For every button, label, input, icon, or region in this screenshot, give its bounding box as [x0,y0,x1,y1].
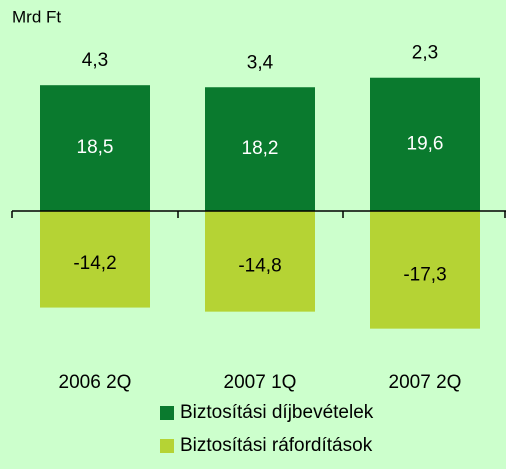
legend-label: Biztosítási ráfordítások [180,435,373,456]
value-label: 18,5 [77,137,114,158]
legend-label: Biztosítási díjbevételek [180,402,374,423]
legend-swatch [160,439,174,453]
bar [370,77,480,211]
total-label: 2,3 [412,43,438,64]
value-label: -14,8 [238,255,281,276]
x-tick-label: 2007 1Q [224,372,297,393]
bar [370,211,480,329]
total-label: 3,4 [247,52,274,73]
bar [40,85,150,211]
x-tick-label: 2007 2Q [389,372,462,393]
y-axis-label: Mrd Ft [12,7,61,26]
legend-swatch [160,406,174,420]
bar [40,211,150,308]
value-label: -17,3 [403,265,446,286]
bar [205,87,315,211]
value-label: -14,2 [73,253,116,274]
bar [205,211,315,312]
x-tick-label: 2006 2Q [59,372,132,393]
value-label: 18,2 [242,138,279,159]
value-label: 19,6 [407,133,444,154]
total-label: 4,3 [82,50,108,71]
